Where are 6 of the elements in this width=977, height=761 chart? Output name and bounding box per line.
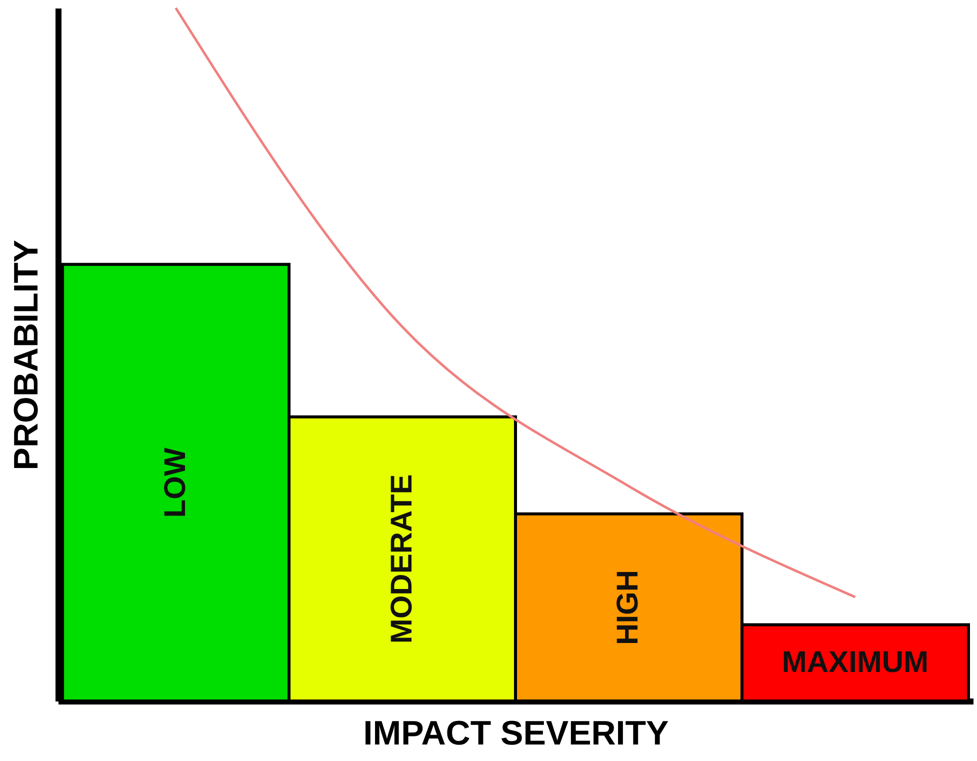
x-tick-label: HIGH <box>612 570 645 645</box>
x-axis-title: IMPACT SEVERITY <box>363 714 670 752</box>
x-tick-label: MODERATE <box>385 474 418 644</box>
x-tick-label: MAXIMUM <box>782 646 929 679</box>
y-axis-title: PROBABILITY <box>8 239 46 470</box>
x-tick-label: LOW <box>158 447 192 518</box>
